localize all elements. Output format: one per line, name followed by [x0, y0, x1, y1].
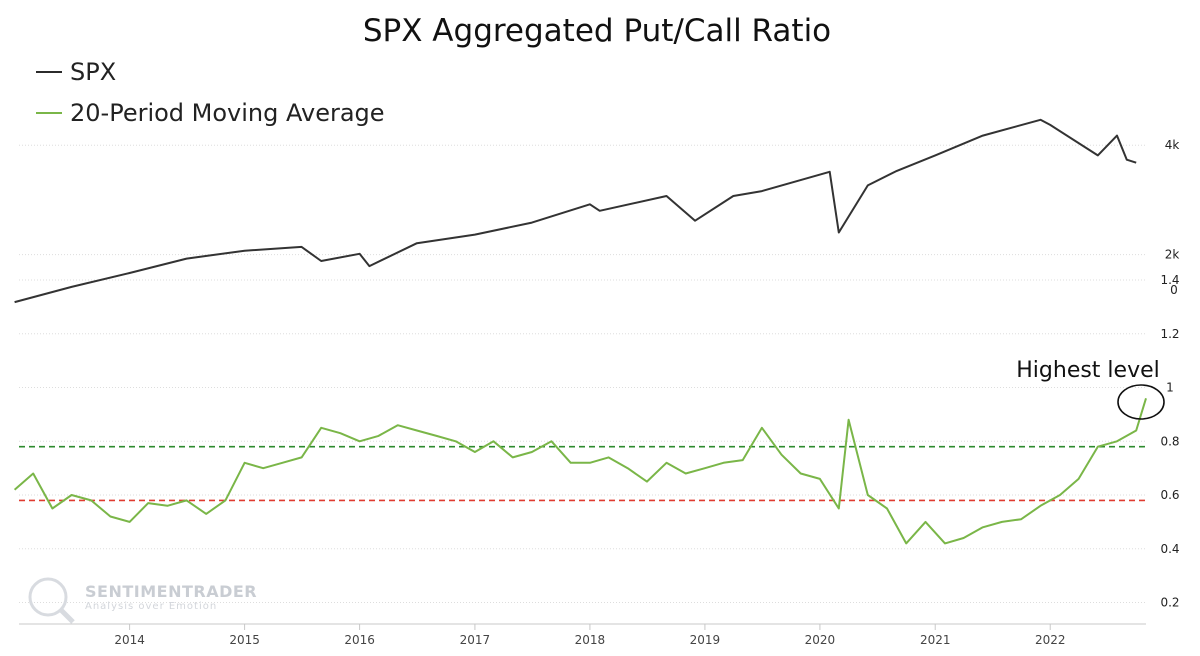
- x-tick-label: 2019: [690, 633, 721, 647]
- x-tick-label: 2021: [920, 633, 951, 647]
- grid-lines: [19, 144, 1146, 604]
- series-lines: [13, 118, 1147, 545]
- watermark: SENTIMENTRADER Analysis over Emotion: [28, 577, 257, 624]
- x-tick-label: 2017: [460, 633, 491, 647]
- ma-y-tick-label: 1.4: [1160, 273, 1179, 287]
- x-axis-ticks: 2014 2015 2016 2017 2018 2019 2020 2021 2022: [19, 623, 1146, 647]
- ma-y-tick-label: 0.8: [1160, 434, 1179, 448]
- ma-y-tick-label: 0.4: [1160, 542, 1179, 556]
- ma-series-line: [13, 398, 1147, 545]
- annotation-label: Highest level: [1016, 358, 1160, 383]
- spx-y-tick-label: 2k: [1165, 248, 1180, 262]
- annotation: Highest level: [1016, 358, 1165, 420]
- watermark-logo-icon: [28, 577, 68, 617]
- y-axis-ticks: 2k 4k 0.2 0.4 0.6 0.8 1 1.2 1.40: [1160, 138, 1179, 609]
- spx-y-tick-zero-label: 0: [1170, 283, 1178, 297]
- ma-y-tick-label: 0.2: [1160, 596, 1179, 610]
- legend-label-spx: SPX: [70, 58, 116, 86]
- x-tick-label: 2022: [1035, 633, 1066, 647]
- reference-lines: [19, 445, 1146, 502]
- ma-y-tick-label: 1: [1166, 381, 1174, 395]
- legend: SPX 20-Period Moving Average: [36, 58, 385, 127]
- spx-y-tick-label: 4k: [1165, 138, 1180, 152]
- watermark-brand: SENTIMENTRADER: [85, 582, 257, 601]
- x-tick-label: 2014: [114, 633, 145, 647]
- annotation-circle: [1117, 384, 1165, 420]
- legend-label-moving-average: 20-Period Moving Average: [70, 99, 385, 127]
- x-tick-label: 2020: [805, 633, 836, 647]
- x-tick-label: 2015: [229, 633, 260, 647]
- spx-series-line: [14, 118, 1137, 304]
- watermark-logo-handle: [59, 608, 75, 624]
- ma-y-tick-label: 1.2: [1160, 327, 1179, 341]
- x-tick-label: 2016: [344, 633, 375, 647]
- chart-title: SPX Aggregated Put/Call Ratio: [363, 13, 831, 49]
- x-tick-label: 2018: [575, 633, 606, 647]
- ma-y-tick-label: 0.6: [1160, 488, 1179, 502]
- watermark-tagline: Analysis over Emotion: [85, 601, 217, 612]
